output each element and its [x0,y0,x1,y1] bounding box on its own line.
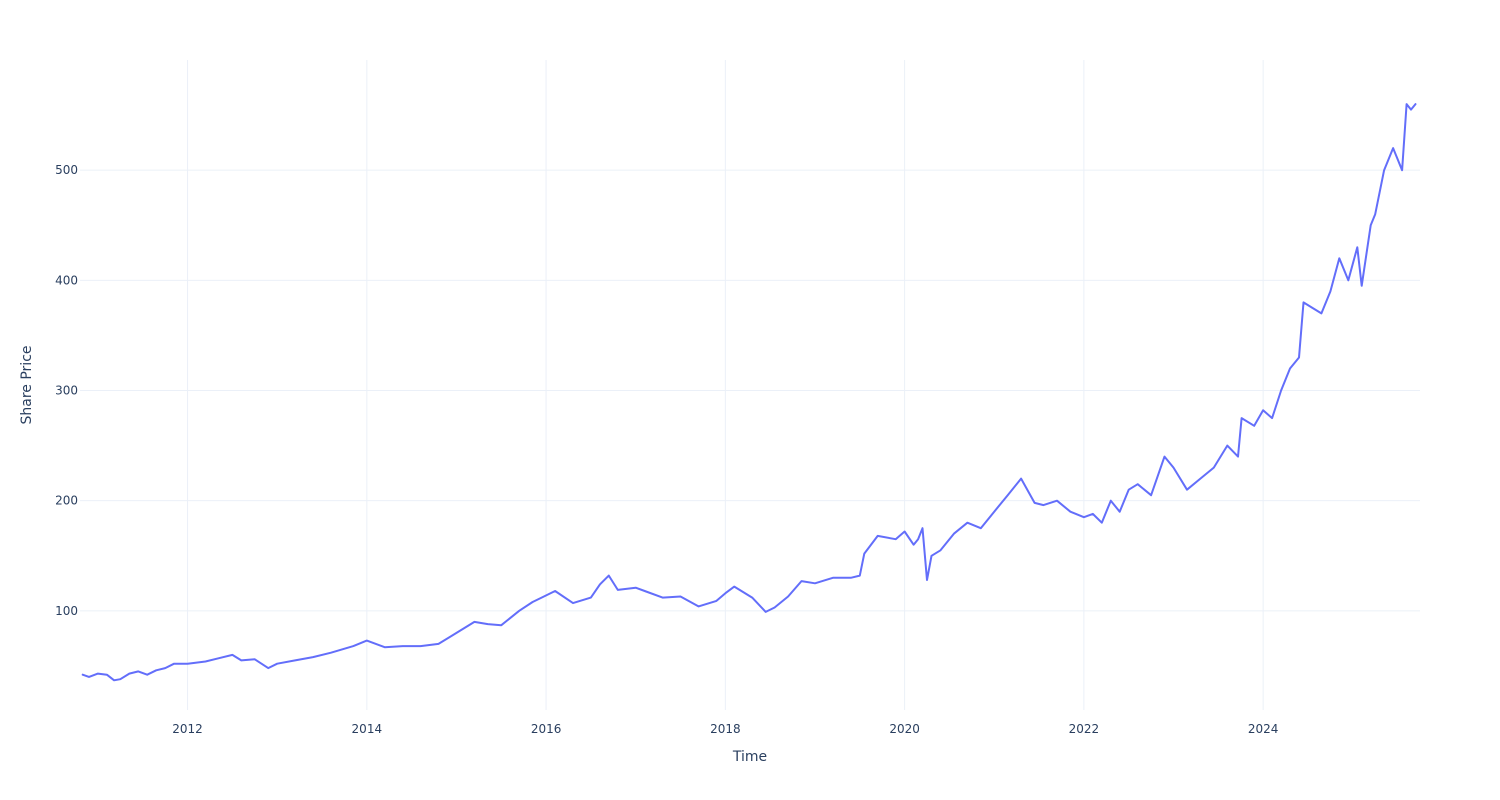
x-axis-title: Time [732,749,767,765]
y-tick-label: 300 [55,384,78,398]
series-layer [81,103,1417,682]
x-tick-label: 2020 [889,722,920,736]
series-line [81,103,1417,682]
x-tick-label: 2012 [172,722,203,736]
x-tick-label: 2018 [710,722,741,736]
x-tick-label: 2014 [352,722,383,736]
x-tick-label: 2022 [1069,722,1100,736]
y-axis-title: Share Price [19,345,35,424]
x-tick-label: 2024 [1248,722,1279,736]
x-tick-label: 2016 [531,722,562,736]
x-axis-ticks: 2012 2014 2016 2018 2020 2022 2024 [172,722,1278,736]
y-tick-label: 200 [55,494,78,508]
y-tick-label: 100 [55,604,78,618]
y-tick-label: 500 [55,163,78,177]
grid-layer [80,60,1420,710]
y-axis-ticks: 100 200 300 400 500 [55,163,78,618]
y-tick-label: 400 [55,273,78,287]
